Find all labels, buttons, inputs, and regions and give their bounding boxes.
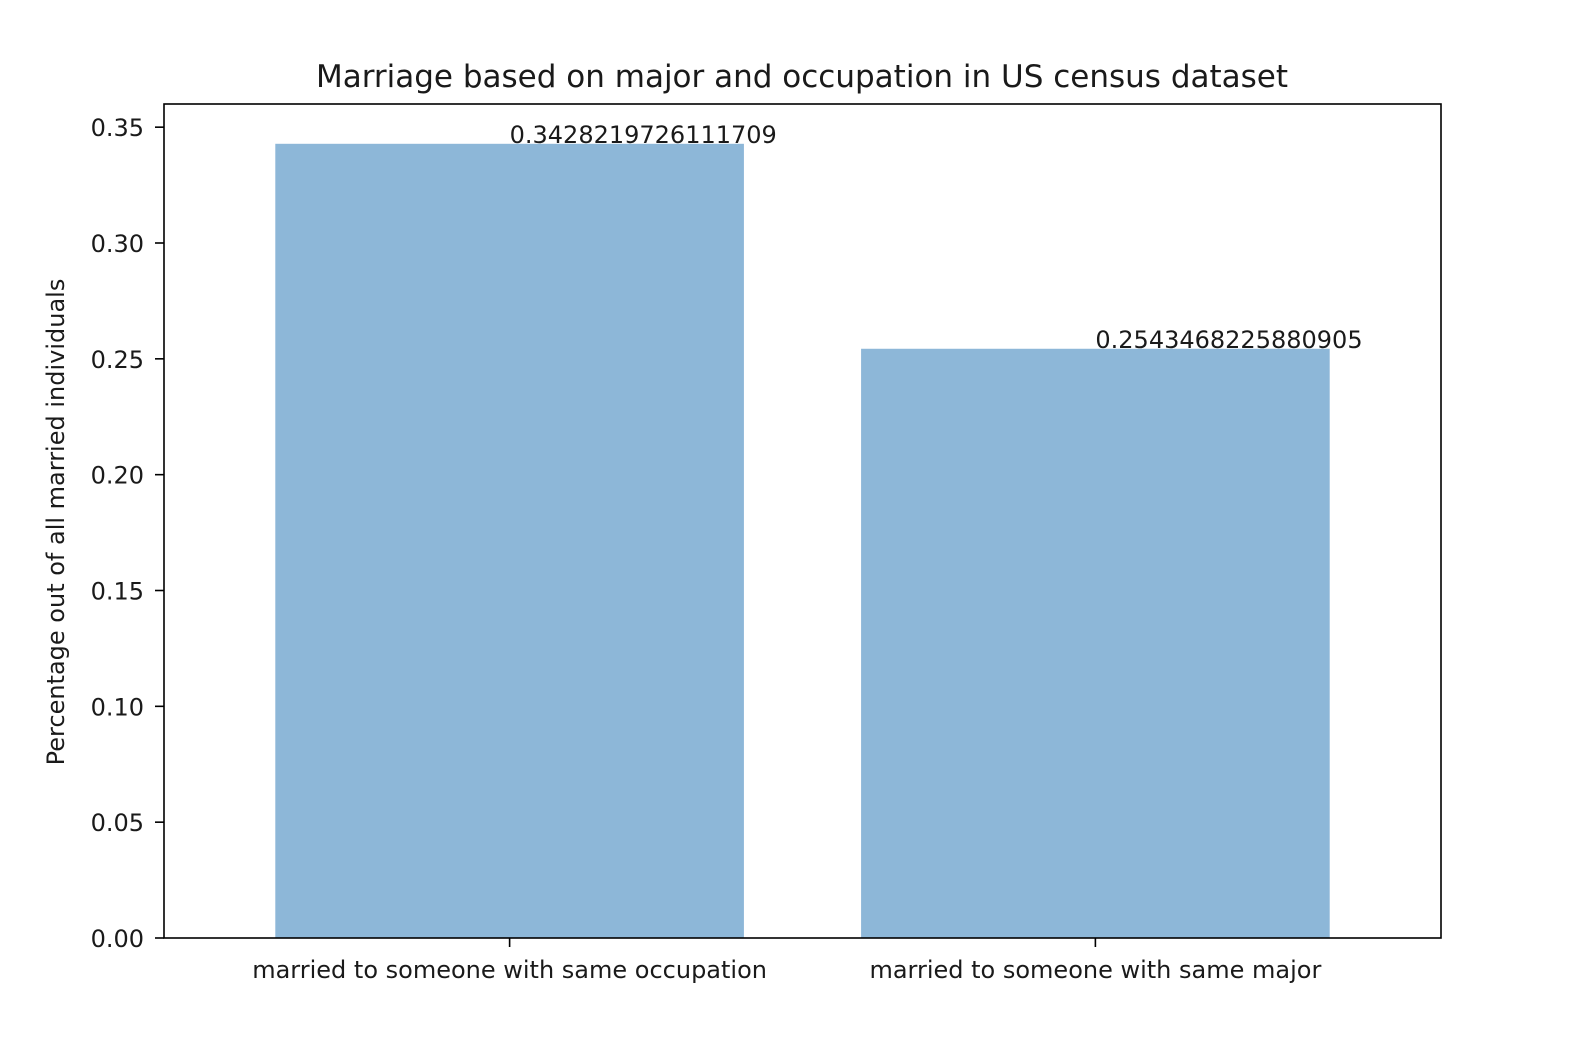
bar-value-label-2: 0.2543468225880905 xyxy=(1095,326,1362,354)
chart-title: Marriage based on major and occupation i… xyxy=(316,59,1288,95)
x-tick-label-1: married to someone with same occupation xyxy=(252,956,767,984)
x-tick-label-2: married to someone with same major xyxy=(869,956,1321,984)
y-tick-label-1: 0.00 xyxy=(91,925,144,953)
y-tick-label-7: 0.30 xyxy=(91,230,144,258)
bar-value-label-1: 0.3428219726111709 xyxy=(510,121,777,149)
plot-frame xyxy=(163,103,1442,939)
bar-2 xyxy=(861,348,1330,938)
y-tick-label-2: 0.05 xyxy=(91,809,144,837)
y-axis-label: Percentage out of all married individual… xyxy=(42,279,70,766)
y-tick-label-5: 0.20 xyxy=(91,462,144,490)
y-tick-label-4: 0.15 xyxy=(91,578,144,606)
bar-1 xyxy=(275,143,744,938)
y-tick-label-8: 0.35 xyxy=(91,114,144,142)
y-tick-label-3: 0.10 xyxy=(91,693,144,721)
y-tick-label-6: 0.25 xyxy=(91,346,144,374)
